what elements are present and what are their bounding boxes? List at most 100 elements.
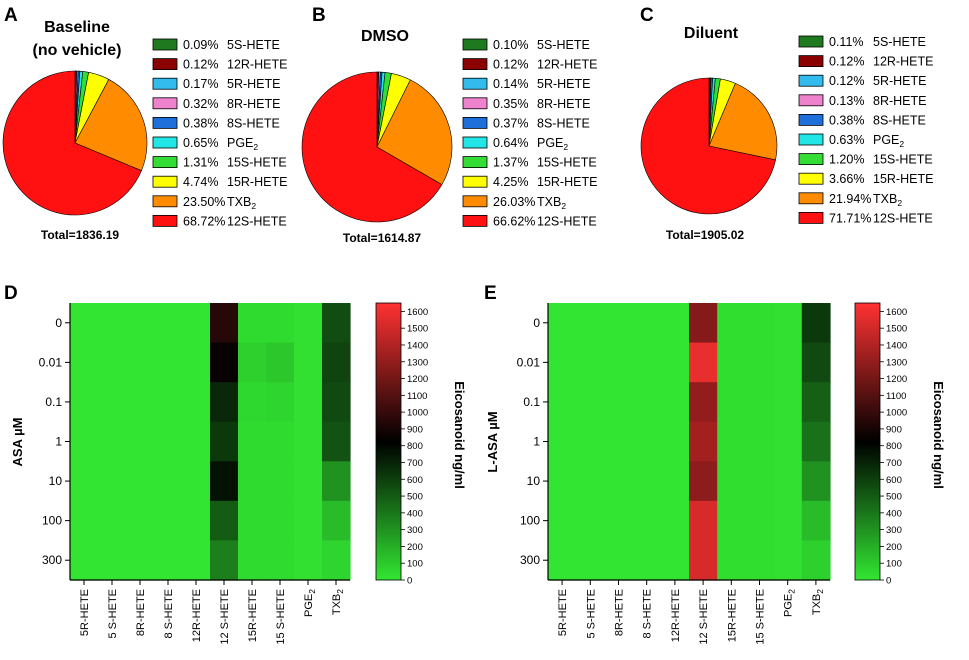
colorbar-tick-label: 1600 — [886, 307, 907, 318]
colorbar-tick-label: 1300 — [886, 357, 907, 368]
y-tick-label: 1 — [533, 435, 540, 449]
panel-b: B DMSO Total=1614.87 0.10% 5S-HETE 0.12% 12… — [301, 5, 597, 245]
legend-swatch — [462, 195, 488, 208]
y-tick-label: 0.01 — [517, 355, 541, 369]
x-tick-label: 5 S-HETE — [107, 589, 119, 639]
legend-name-text: 8S-HETE — [227, 116, 280, 130]
heatmap-cell — [548, 421, 577, 462]
heatmap-cell — [801, 540, 831, 581]
legend-name: 5R-HETE — [227, 77, 280, 91]
x-tick-label: 12R-HETE — [191, 589, 203, 642]
heatmap-cell — [266, 303, 295, 344]
legend-name: 5R-HETE — [873, 74, 926, 88]
panel-d: D ASA µM 0 0.01 0.1 1 10 100 300 5R-HETE 5 S-HET… — [4, 283, 467, 645]
heatmap-cell — [70, 461, 99, 502]
heatmap-cell — [773, 500, 803, 542]
panel-letter-b: B — [312, 5, 326, 26]
x-tick-label: 12R-HETE — [670, 589, 682, 642]
legend-name: 12R-HETE — [873, 55, 933, 69]
heatmap-cell — [548, 540, 577, 581]
heatmap-cell — [576, 382, 605, 423]
heatmap-cell — [322, 382, 351, 423]
legend-name-text: TXB — [537, 195, 561, 209]
x-tick-label: TXB2 — [331, 589, 345, 615]
heatmap-cell — [689, 461, 718, 502]
colorbar-tick-label: 100 — [886, 559, 902, 570]
y-tick-label: 0 — [55, 316, 62, 330]
legend-c: 0.11% 5S-HETE 0.12% 12R-HETE 0.12% 5R-HETE 0.1… — [798, 35, 933, 225]
pie-slice-txb2 — [74, 79, 148, 172]
heatmap-cell — [576, 303, 605, 344]
legend-swatch — [152, 136, 178, 149]
heatmap-cell — [717, 500, 746, 542]
legend-name: 8R-HETE — [537, 97, 590, 111]
legend-swatch — [798, 94, 824, 107]
panel-e: E L-ASA µM 0 0.01 0.1 1 10 100 300 5R-HETE 5 S-H… — [484, 283, 946, 645]
colorbar-tick-label: 800 — [886, 441, 902, 452]
heatmap-cell — [773, 382, 803, 423]
heatmap-cell — [604, 540, 634, 581]
heatmap-cell — [154, 500, 183, 542]
legend-percent: 0.65% — [183, 136, 218, 150]
legend-name-text: 12R-HETE — [873, 55, 933, 69]
legend-swatch — [462, 136, 488, 149]
legend-percent: 0.63% — [829, 133, 864, 147]
legend-name-text: 15R-HETE — [227, 175, 287, 189]
subscript: 2 — [335, 589, 345, 594]
legend-name-text: 15S-HETE — [873, 153, 933, 167]
heatmap-cell — [604, 342, 634, 383]
x-tick-text: TXB — [331, 594, 343, 615]
legend-percent: 0.37% — [493, 116, 528, 130]
heatmap-cell — [238, 382, 267, 423]
heatmap-cell — [126, 500, 155, 542]
heatmap-d: 0 0.01 0.1 1 10 100 300 5R-HETE 5 S-HETE 8R-HETE 8… — [39, 302, 428, 645]
heatmap-cell — [70, 382, 99, 423]
heatmap-cell — [238, 461, 267, 502]
colorbar-tick-label: 800 — [407, 441, 423, 452]
heatmap-cell — [294, 500, 323, 542]
legend-swatch — [462, 117, 488, 129]
legend-name-text: 5S-HETE — [227, 38, 280, 52]
heatmap-cell — [182, 303, 211, 344]
legend-name: 15R-HETE — [873, 172, 933, 186]
legend-percent: 66.62% — [493, 214, 535, 228]
legend-name: 5R-HETE — [537, 77, 590, 91]
heatmap-cell — [266, 421, 295, 462]
legend-name-text: PGE — [227, 136, 253, 150]
heatmap-cell — [604, 303, 634, 344]
heatmap-cell — [266, 382, 295, 423]
heatmap-cell — [801, 500, 831, 542]
heatmap-cell — [604, 500, 634, 542]
panel-b-title: DMSO — [361, 28, 409, 45]
legend-swatch — [152, 77, 178, 90]
heatmap-cell — [548, 303, 577, 344]
heatmap-cell — [98, 342, 127, 383]
heatmap-cell — [210, 461, 239, 502]
colorbar-tick-label: 0 — [886, 576, 891, 587]
legend-percent: 0.64% — [493, 136, 528, 150]
legend-swatch — [798, 114, 824, 126]
legend-name-text: 8S-HETE — [873, 113, 926, 127]
legend-name-text: 12S-HETE — [227, 214, 287, 228]
colorbar-tick-label: 1100 — [886, 391, 906, 402]
legend-percent: 0.38% — [829, 113, 864, 127]
heatmap-cell — [773, 342, 803, 383]
y-tick-label: 0 — [533, 316, 540, 330]
colorbar-tick-label: 300 — [886, 525, 902, 536]
x-tick-text: 5 S-HETE — [585, 589, 597, 639]
heatmap-cell — [210, 540, 239, 581]
heatmap-cell — [154, 540, 183, 581]
heatmap-cell — [689, 382, 718, 423]
legend-percent: 0.12% — [493, 58, 528, 72]
legend-name-text: TXB — [227, 195, 251, 209]
legend-name: TXB2 — [537, 195, 566, 211]
heatmap-cell — [604, 382, 634, 423]
pie-slice-txb2 — [708, 82, 778, 161]
legend-name: TXB2 — [227, 195, 256, 211]
heatmap-cell — [717, 421, 746, 462]
legend-swatch — [798, 74, 824, 87]
heatmap-cell — [604, 421, 634, 462]
heatmap-cell — [98, 500, 127, 542]
legend-name: PGE2 — [227, 136, 258, 152]
x-tick-label: PGE2 — [303, 589, 317, 617]
